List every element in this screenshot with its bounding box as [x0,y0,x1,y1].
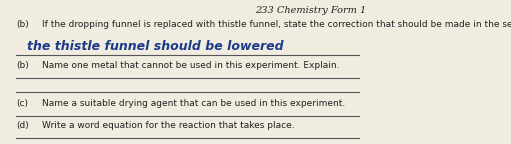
Text: If the dropping funnel is replaced with thistle funnel, state the correction tha: If the dropping funnel is replaced with … [42,20,511,29]
Text: Name one metal that cannot be used in this experiment. Explain.: Name one metal that cannot be used in th… [42,61,339,70]
Text: Write a word equation for the reaction that takes place.: Write a word equation for the reaction t… [42,121,294,130]
Text: the thistle funnel should be lowered: the thistle funnel should be lowered [27,39,284,53]
Text: (c): (c) [16,99,28,108]
Text: 233 Chemistry Form 1: 233 Chemistry Form 1 [256,6,366,15]
Text: (b): (b) [16,20,29,29]
Text: Name a suitable drying agent that can be used in this experiment.: Name a suitable drying agent that can be… [42,99,345,108]
Text: (d): (d) [16,121,29,130]
Text: (b): (b) [16,61,29,70]
